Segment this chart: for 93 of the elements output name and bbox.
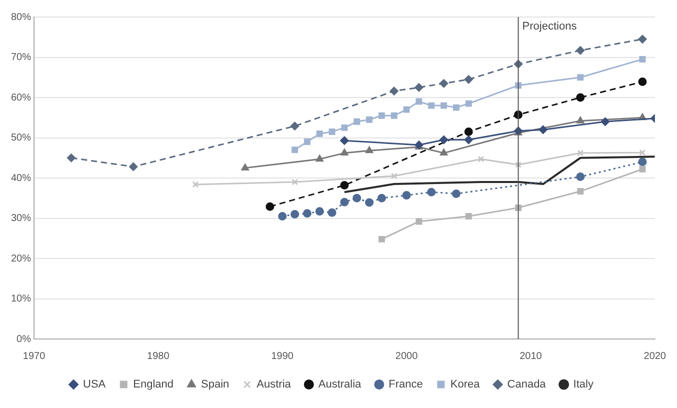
point bbox=[340, 180, 349, 190]
point bbox=[427, 188, 436, 196]
point bbox=[452, 104, 460, 111]
y-tick-label: 40% bbox=[11, 172, 32, 184]
point bbox=[414, 83, 424, 92]
point bbox=[440, 148, 448, 156]
point bbox=[577, 188, 584, 195]
point bbox=[576, 116, 584, 124]
point bbox=[340, 198, 349, 206]
legend-label: USA bbox=[83, 378, 106, 391]
legend-label: Australia bbox=[318, 378, 362, 391]
legend-label: France bbox=[388, 378, 423, 391]
y-tick-label: 0% bbox=[16, 334, 32, 345]
point bbox=[378, 112, 385, 119]
y-tick-label: 20% bbox=[11, 253, 32, 264]
point bbox=[577, 74, 584, 81]
point bbox=[402, 191, 411, 200]
ref-line-label: Projections bbox=[522, 20, 578, 33]
point bbox=[352, 194, 362, 202]
point bbox=[577, 150, 584, 156]
point bbox=[390, 86, 398, 96]
legend-label: Canada bbox=[507, 378, 547, 391]
legend-label: Korea bbox=[450, 378, 481, 391]
point bbox=[304, 138, 310, 145]
point bbox=[638, 34, 647, 44]
point bbox=[416, 98, 422, 105]
x-tick-label: 1970 bbox=[22, 350, 46, 362]
point bbox=[292, 178, 298, 186]
point bbox=[290, 210, 300, 218]
point bbox=[278, 212, 287, 220]
point bbox=[390, 112, 398, 119]
point bbox=[340, 148, 348, 156]
legend-label: Italy bbox=[573, 378, 594, 391]
point bbox=[390, 172, 398, 180]
point bbox=[576, 172, 585, 182]
point bbox=[328, 208, 336, 217]
legend-label: Austria bbox=[256, 378, 292, 391]
point bbox=[440, 102, 448, 109]
point bbox=[67, 154, 76, 162]
y-tick-label: 60% bbox=[11, 92, 32, 104]
point bbox=[428, 102, 435, 109]
point bbox=[365, 198, 374, 207]
point bbox=[638, 78, 647, 86]
point bbox=[328, 128, 336, 135]
point bbox=[478, 156, 484, 162]
legend-label: Spain bbox=[201, 378, 230, 391]
x-tick-label: 1980 bbox=[147, 350, 170, 362]
point bbox=[302, 209, 312, 218]
point bbox=[292, 146, 298, 154]
x-tick-label: 2020 bbox=[644, 350, 666, 362]
point bbox=[341, 124, 348, 131]
point bbox=[403, 106, 410, 113]
point bbox=[465, 100, 472, 107]
point bbox=[340, 136, 349, 145]
y-tick-label: 30% bbox=[11, 213, 32, 224]
point bbox=[464, 127, 473, 136]
point bbox=[416, 218, 422, 225]
point bbox=[266, 202, 274, 211]
point bbox=[378, 236, 385, 242]
point bbox=[192, 181, 199, 188]
point bbox=[440, 136, 448, 144]
point bbox=[464, 75, 473, 84]
point bbox=[576, 93, 585, 102]
point bbox=[366, 146, 374, 154]
y-tick-label: 80% bbox=[11, 12, 32, 23]
point bbox=[241, 164, 249, 170]
point bbox=[315, 207, 324, 216]
point bbox=[316, 154, 324, 162]
point bbox=[639, 149, 646, 156]
point bbox=[600, 117, 610, 126]
point bbox=[576, 46, 585, 55]
point bbox=[316, 130, 323, 137]
point bbox=[366, 116, 373, 123]
point bbox=[639, 56, 646, 62]
point bbox=[639, 166, 646, 172]
y-tick-label: 70% bbox=[11, 52, 32, 63]
point bbox=[638, 158, 647, 166]
point bbox=[465, 213, 472, 220]
legend-label: England bbox=[133, 378, 174, 391]
y-tick-label: 50% bbox=[11, 132, 32, 144]
y-tick-label: 10% bbox=[11, 294, 32, 304]
point bbox=[515, 161, 522, 168]
point bbox=[377, 194, 386, 202]
point bbox=[129, 162, 138, 171]
x-tick-label: 1990 bbox=[271, 350, 294, 362]
point bbox=[290, 122, 300, 130]
point bbox=[452, 189, 460, 198]
point bbox=[354, 118, 360, 125]
x-tick-label: 2000 bbox=[395, 350, 418, 362]
point bbox=[538, 125, 548, 134]
point bbox=[440, 79, 448, 88]
x-tick-label: 2010 bbox=[520, 350, 542, 362]
point bbox=[464, 136, 473, 144]
